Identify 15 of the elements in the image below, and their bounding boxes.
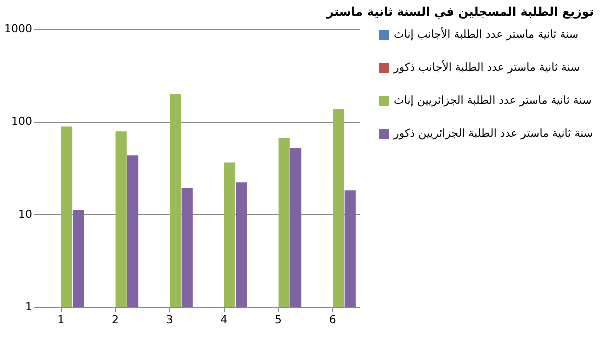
y-tick-label: 10 xyxy=(18,208,32,221)
text: توزيع الطلبة المسجلين في السنة ثانية ماستر xyxy=(326,5,594,19)
legend-label: سنة ثانية ماستر عدد الطلبة الجزائريين ذكور xyxy=(393,127,594,140)
y-tick-label: 100 xyxy=(12,115,32,128)
x-tick-label: 3 xyxy=(166,314,174,326)
x-tick-label: 4 xyxy=(220,314,228,326)
x-tick-label: 2 xyxy=(112,314,119,326)
x-tick-label: 5 xyxy=(275,314,282,326)
y-tick-label: 1 xyxy=(26,300,32,314)
legend-label: سنة ثانية ماستر عدد الطلبة الأجانب ذكور xyxy=(393,60,580,74)
legend-label: سنة ثانية ماستر عدد الطلبة الأجانب إناث xyxy=(394,27,579,41)
y-tick-label: 1000 xyxy=(4,22,32,36)
x-tick-label: 6 xyxy=(329,314,336,326)
x-tick-label: 1 xyxy=(58,314,65,326)
legend-label: سنة ثانية ماستر عدد الطلبة الجزائريين إناث xyxy=(394,94,592,107)
